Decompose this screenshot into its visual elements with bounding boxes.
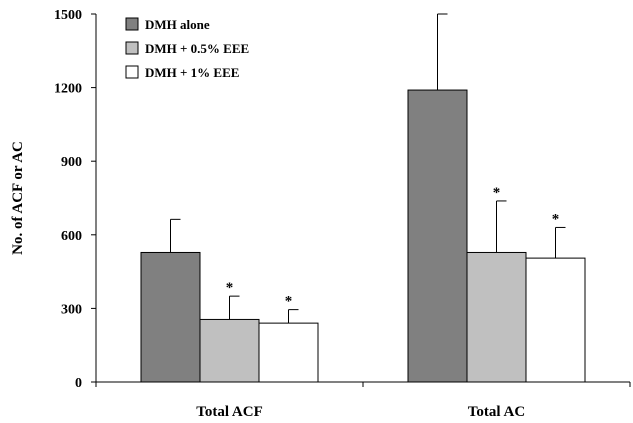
- legend-swatch: [125, 17, 139, 31]
- bar: [140, 251, 201, 383]
- legend-label: DMH + 1% EEE: [145, 65, 239, 80]
- x-axis: Total ACF Total AC: [95, 381, 631, 420]
- y-tick-label: 1500: [54, 8, 82, 23]
- y-axis: 0 300 600 900 1200 1500: [54, 8, 97, 391]
- y-tick-label: 900: [61, 155, 82, 170]
- bar: [525, 257, 586, 383]
- legend-label: DMH alone: [145, 17, 210, 32]
- bar: [407, 89, 468, 383]
- significance-marker: *: [552, 211, 560, 227]
- bars: [140, 89, 586, 383]
- x-category-label: Total ACF: [196, 404, 263, 420]
- significance-markers: * * * *: [226, 185, 560, 310]
- bar: [199, 318, 260, 383]
- legend-swatch: [125, 65, 139, 79]
- significance-marker: *: [285, 294, 293, 310]
- y-axis-title: No. of ACF or AC: [10, 141, 26, 255]
- bar: [466, 251, 527, 383]
- legend-swatch: [125, 41, 139, 55]
- legend-label: DMH + 0.5% EEE: [145, 41, 249, 56]
- y-tick-label: 1200: [54, 82, 82, 97]
- significance-marker: *: [226, 280, 234, 296]
- bar: [258, 322, 319, 383]
- y-tick-label: 0: [75, 376, 82, 391]
- significance-marker: *: [493, 185, 501, 201]
- x-category-label: Total AC: [468, 404, 525, 420]
- y-tick-label: 300: [61, 302, 82, 317]
- legend: DMH alone DMH + 0.5% EEE DMH + 1% EEE: [125, 17, 249, 80]
- error-bars: [170, 13, 566, 324]
- y-tick-label: 600: [61, 229, 82, 244]
